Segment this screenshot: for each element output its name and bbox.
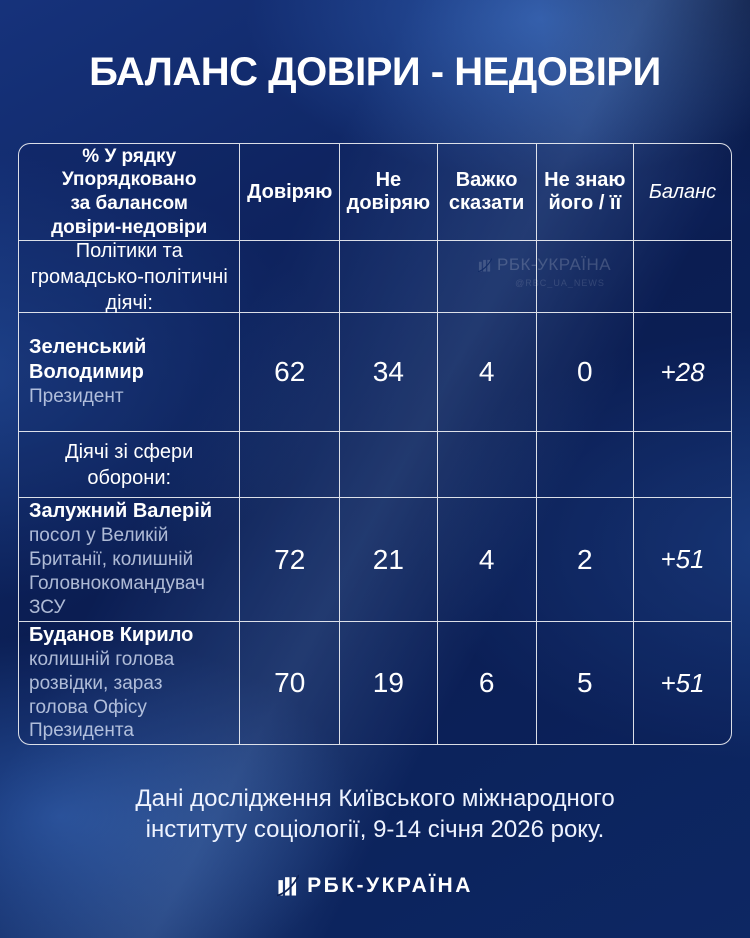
value-cell: 62 <box>240 313 341 432</box>
person-role: посол у Великій Британії, колишній Голов… <box>29 525 205 618</box>
value-cell: 34 <box>340 313 438 432</box>
empty-cell <box>536 432 635 498</box>
footer-rbc-icon <box>276 874 300 898</box>
trust-table-grid: % У рядку Упорядковано за балансом довір… <box>18 143 732 745</box>
person-cell: Буданов Кирило колишній голова розвідки, … <box>19 622 241 744</box>
section-label-cell: Діячі зі сфери оборони: <box>19 432 241 498</box>
column-header-cell: Не довіряю <box>340 144 438 241</box>
empty-cell <box>340 432 438 498</box>
person-name: Зеленський Володимир <box>29 336 147 384</box>
empty-cell <box>536 241 635 313</box>
trust-table: % У рядку Упорядковано за балансом довір… <box>18 143 732 745</box>
empty-cell <box>437 432 537 498</box>
person-cell: Залужний Валерій посол у Великій Британії… <box>19 498 241 622</box>
empty-cell <box>437 241 537 313</box>
value-cell: 4 <box>437 313 537 432</box>
footer-brand: РБК-УКРАЇНА <box>307 874 473 897</box>
column-header-cell: Не знаю його / її <box>536 144 635 241</box>
value-cell: 2 <box>536 498 635 622</box>
person-name: Залужний Валерій <box>29 500 213 523</box>
value-cell: 70 <box>240 622 341 744</box>
column-header-cell: Баланс <box>634 144 731 241</box>
section-label-cell: Політики та громадсько-політичні діячі: <box>19 240 241 314</box>
empty-cell <box>240 241 341 313</box>
value-cell: 19 <box>340 622 438 744</box>
balance-cell: +51 <box>634 498 731 622</box>
page-title: БАЛАНС ДОВІРИ - НЕДОВІРИ <box>89 50 661 94</box>
person-cell: Зеленський Володимир Президент <box>19 313 241 432</box>
empty-cell <box>634 241 731 313</box>
column-header-cell: Важко сказати <box>437 144 537 241</box>
person-role: Президент <box>29 386 124 408</box>
footer-logo: РБК-УКРАЇНА <box>0 874 750 898</box>
empty-cell <box>340 241 438 313</box>
value-cell: 4 <box>437 498 537 622</box>
column-header-cell: Довіряю <box>240 144 341 241</box>
person-name: Буданов Кирило <box>29 623 194 646</box>
balance-cell: +28 <box>634 313 731 432</box>
empty-cell <box>240 432 341 498</box>
value-cell: 0 <box>536 313 635 432</box>
value-cell: 6 <box>438 622 537 744</box>
empty-cell <box>634 432 731 498</box>
value-cell: 21 <box>340 498 438 622</box>
value-cell: 72 <box>240 498 341 622</box>
row-header-cell: % У рядку Упорядковано за балансом довір… <box>19 144 241 241</box>
value-cell: 5 <box>537 622 635 744</box>
balance-cell: +51 <box>660 667 705 698</box>
source-note: Дані дослідження Київського міжнародного… <box>135 785 615 843</box>
person-role: колишній голова розвідки, зараз голова О… <box>29 648 175 742</box>
